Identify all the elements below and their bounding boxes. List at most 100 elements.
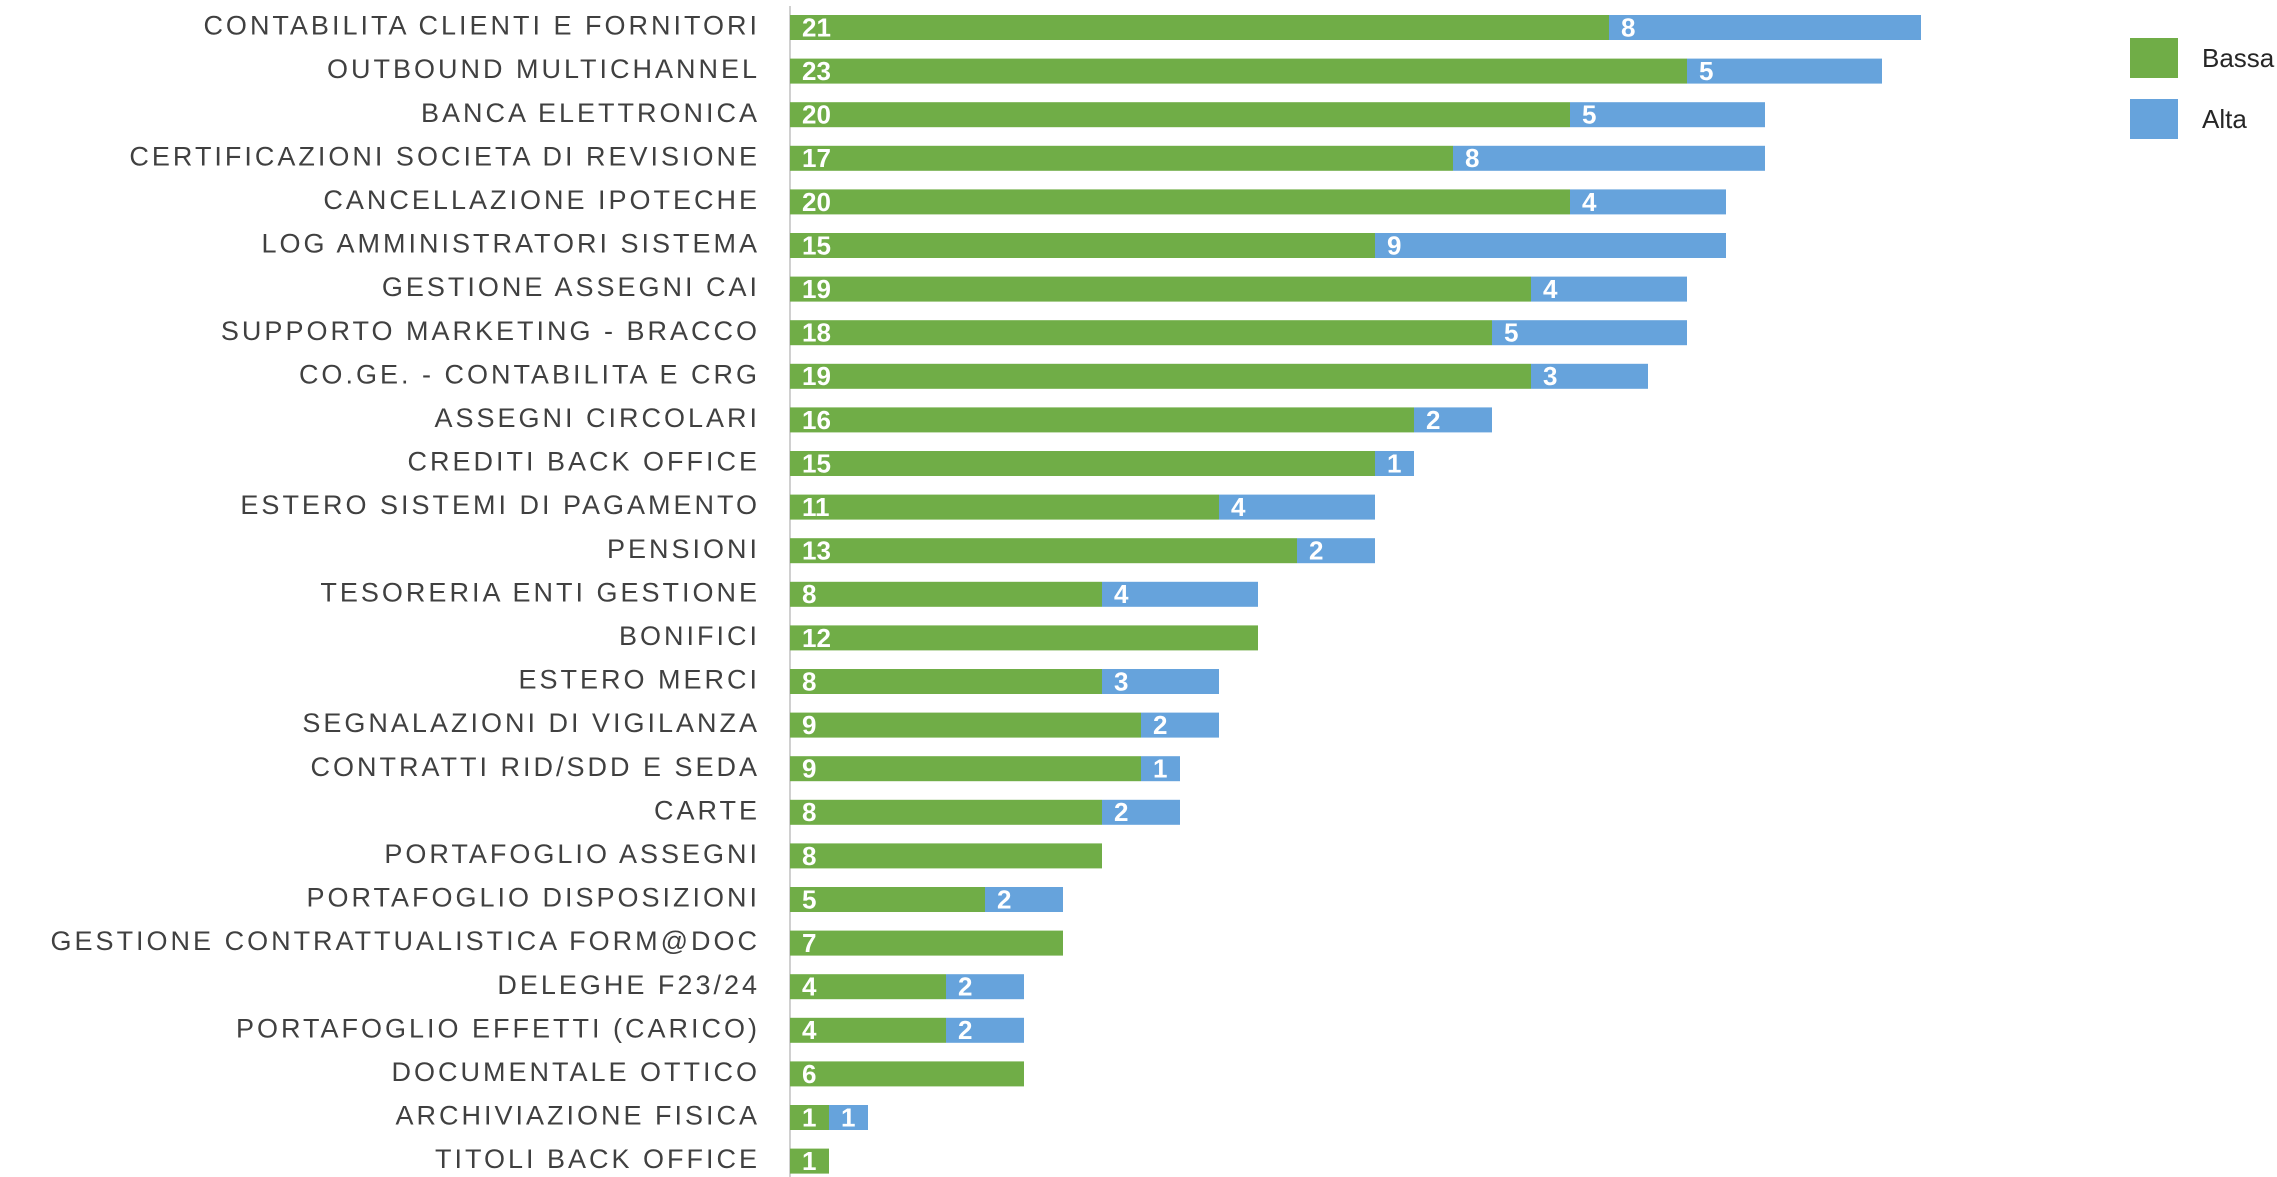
value-label: 12 <box>802 623 831 653</box>
value-label: 1 <box>1387 448 1401 478</box>
bar-segment <box>1453 145 1765 171</box>
value-label: 2 <box>958 1015 972 1045</box>
bar-segment <box>790 58 1687 84</box>
value-label: 1 <box>841 1102 855 1132</box>
value-label: 8 <box>1465 143 1479 173</box>
value-label: 20 <box>802 100 831 130</box>
bar-segment <box>1102 581 1258 607</box>
bar-segment <box>790 799 1102 825</box>
category-label: CANCELLAZIONE IPOTECHE <box>323 185 760 215</box>
value-label: 11 <box>802 492 830 522</box>
bar-segment <box>790 233 1375 258</box>
value-label: 5 <box>802 884 816 914</box>
value-label: 23 <box>802 56 831 86</box>
bar-segment <box>790 669 1102 694</box>
value-label: 2 <box>997 884 1011 914</box>
value-label: 8 <box>1621 12 1635 42</box>
bar-segment <box>790 581 1102 607</box>
bar-segment <box>790 625 1258 651</box>
category-label: OUTBOUND MULTICHANNEL <box>327 54 760 84</box>
value-label: 19 <box>802 274 831 304</box>
category-label: CARTE <box>654 795 760 825</box>
value-label: 3 <box>1543 361 1557 391</box>
bar-segment <box>790 843 1102 869</box>
value-label: 15 <box>802 230 831 260</box>
category-label: BANCA ELETTRONICA <box>421 98 760 128</box>
bar-segment <box>790 930 1063 956</box>
bar-segment <box>790 494 1219 520</box>
category-label: TESORERIA ENTI GESTIONE <box>320 577 760 607</box>
category-label: DOCUMENTALE OTTICO <box>391 1057 760 1087</box>
category-label: CERTIFICAZIONI SOCIETA DI REVISIONE <box>129 141 760 171</box>
value-label: 18 <box>802 318 831 348</box>
bar-segment <box>1531 276 1687 302</box>
value-label: 4 <box>1231 492 1246 522</box>
value-label: 20 <box>802 187 831 217</box>
bar-segment <box>1375 233 1726 258</box>
bar-segment <box>1375 451 1414 476</box>
value-label: 6 <box>802 1059 816 1089</box>
bar-segment <box>1141 756 1180 782</box>
category-label: PORTAFOGLIO DISPOSIZIONI <box>306 883 760 913</box>
bar-segment <box>1492 320 1687 346</box>
bar-segment <box>946 974 1024 1000</box>
value-label: 17 <box>802 143 831 173</box>
value-label: 5 <box>1582 100 1596 130</box>
category-label: PENSIONI <box>607 534 760 564</box>
bar-segment <box>790 538 1297 564</box>
category-label: CONTABILITA CLIENTI E FORNITORI <box>203 11 760 41</box>
bar-segment <box>790 1017 946 1043</box>
value-label: 4 <box>802 1015 817 1045</box>
category-label: ESTERO MERCI <box>518 665 760 695</box>
bar-segment <box>1141 712 1219 738</box>
bar-segment <box>790 1148 829 1174</box>
category-label: LOG AMMINISTRATORI SISTEMA <box>261 229 760 259</box>
value-label: 4 <box>802 972 817 1002</box>
bar-segment <box>1102 669 1219 694</box>
bar-segment <box>790 15 1609 40</box>
bar-segment <box>1219 494 1375 520</box>
legend-swatch <box>2130 38 2178 78</box>
bar-segment <box>1531 363 1648 389</box>
category-label: SEGNALAZIONI DI VIGILANZA <box>302 708 760 738</box>
value-label: 5 <box>1699 56 1713 86</box>
bar-segment <box>1609 15 1921 40</box>
bar-segment <box>946 1017 1024 1043</box>
value-label: 15 <box>802 448 831 478</box>
value-label: 1 <box>1153 754 1167 784</box>
value-label: 8 <box>802 666 816 696</box>
value-label: 1 <box>802 1102 816 1132</box>
category-label: GESTIONE CONTRATTUALISTICA FORM@DOC <box>51 926 760 956</box>
bar-segment <box>790 102 1570 128</box>
category-label: SUPPORTO MARKETING - BRACCO <box>221 316 760 346</box>
category-label: CO.GE. - CONTABILITA E CRG <box>299 359 760 389</box>
category-label: CONTRATTI RID/SDD E SEDA <box>310 752 760 782</box>
bar-segment <box>790 407 1414 433</box>
legend-label: Alta <box>2202 104 2247 134</box>
category-label: CREDITI BACK OFFICE <box>407 447 760 477</box>
legend-swatch <box>2130 99 2178 139</box>
bar-segment <box>790 451 1375 476</box>
value-label: 9 <box>802 754 816 784</box>
bar-segment <box>790 887 985 912</box>
value-label: 4 <box>1114 579 1129 609</box>
bar-segment <box>790 1105 829 1130</box>
value-label: 4 <box>1543 274 1558 304</box>
value-label: 13 <box>802 536 831 566</box>
bar-segment <box>790 276 1531 302</box>
value-label: 2 <box>1114 797 1128 827</box>
value-label: 8 <box>802 579 816 609</box>
bar-segment <box>790 756 1141 782</box>
value-label: 2 <box>1309 536 1323 566</box>
value-label: 2 <box>958 972 972 1002</box>
bar-segment <box>790 363 1531 389</box>
value-label: 2 <box>1426 405 1440 435</box>
category-label: BONIFICI <box>619 621 760 651</box>
category-label: ARCHIVIAZIONE FISICA <box>395 1101 760 1131</box>
bar-segment <box>790 712 1141 738</box>
value-label: 7 <box>802 928 816 958</box>
bar-segment <box>829 1105 868 1130</box>
legend-label: Bassa <box>2202 43 2275 73</box>
value-label: 5 <box>1504 318 1518 348</box>
value-label: 19 <box>802 361 831 391</box>
